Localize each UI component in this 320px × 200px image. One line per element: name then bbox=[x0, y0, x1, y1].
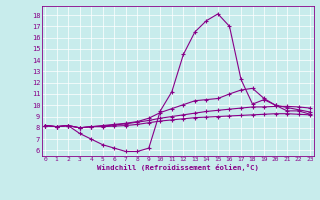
X-axis label: Windchill (Refroidissement éolien,°C): Windchill (Refroidissement éolien,°C) bbox=[97, 164, 259, 171]
